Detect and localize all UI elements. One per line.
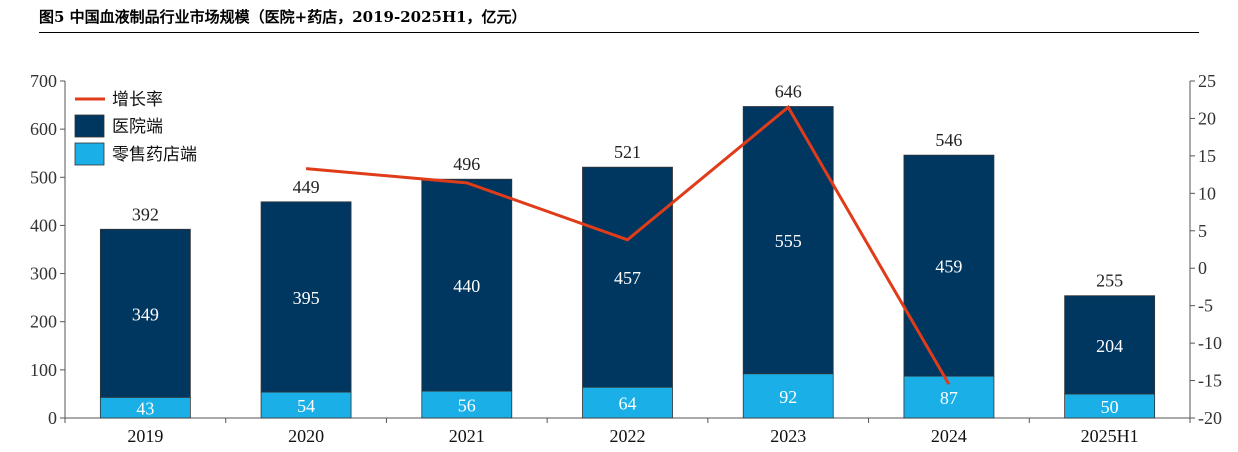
legend-label-retail: 零售药店端 — [112, 145, 197, 165]
bar-retail — [742, 373, 834, 419]
bar-hospital — [421, 178, 513, 392]
retail-value-label: 64 — [619, 394, 637, 414]
y-tick-label: 300 — [30, 264, 57, 284]
retail-value-label: 50 — [1101, 397, 1119, 417]
bar-hospital — [903, 154, 995, 377]
bar-hospital — [582, 166, 673, 388]
y-tick-label: 400 — [30, 215, 57, 235]
y2-tick-label: 20 — [1198, 108, 1216, 128]
bar-retail — [582, 386, 673, 419]
y2-tick-label: -10 — [1198, 333, 1222, 353]
bar-retail — [421, 390, 513, 419]
bar-hospital — [1064, 295, 1156, 395]
total-value-label: 449 — [293, 177, 320, 197]
bar-retail — [260, 391, 352, 419]
total-value-label: 646 — [775, 82, 802, 102]
x-tick-label: 2021 — [449, 426, 485, 446]
legend-swatch-hospital — [74, 114, 105, 138]
retail-value-label: 56 — [458, 396, 476, 416]
data-labels: 43 349 392 54 395 449 56 440 496 64 457 521 92 555 646… — [132, 82, 1123, 419]
hospital-value-label: 440 — [453, 276, 480, 296]
hospital-value-label: 457 — [614, 268, 641, 288]
y-tick-label: 700 — [30, 71, 57, 91]
y2-tick-label: 15 — [1198, 146, 1216, 166]
x-tick-label: 2020 — [288, 426, 324, 446]
y2-tick-label: -15 — [1198, 371, 1222, 391]
y-tick-label: 100 — [30, 360, 57, 380]
bar-hospital — [742, 106, 834, 375]
hospital-value-label: 204 — [1096, 336, 1123, 356]
y-tick-label: 600 — [30, 119, 57, 139]
retail-value-label: 87 — [940, 388, 958, 408]
hospital-value-label: 349 — [132, 304, 159, 324]
total-value-label: 392 — [132, 204, 159, 224]
growth-rate-line — [305, 104, 951, 386]
growth-line — [305, 104, 951, 386]
retail-value-label: 92 — [779, 387, 797, 407]
hospital-value-label: 459 — [935, 257, 962, 277]
y2-tick-label: 10 — [1198, 183, 1216, 203]
y2-tick-label: 25 — [1198, 71, 1216, 91]
x-tick-label: 2024 — [931, 426, 967, 446]
retail-value-label: 43 — [136, 399, 154, 419]
chart-title: 图5 中国血液制品行业市场规模（医院+药店，2019-2025H1，亿元） — [39, 8, 527, 26]
y-tick-label: 500 — [30, 167, 57, 187]
y-tick-label: 0 — [48, 408, 57, 428]
title-rule — [39, 32, 1199, 33]
x-tick-label: 2019 — [127, 426, 163, 446]
hospital-value-label: 555 — [775, 231, 802, 251]
total-value-label: 255 — [1096, 271, 1123, 291]
x-tick-label: 2022 — [610, 426, 646, 446]
legend-label-hospital: 医院端 — [112, 117, 163, 137]
total-value-label: 496 — [453, 154, 480, 174]
bar-hospital — [99, 228, 191, 398]
x-tick-label: 2023 — [770, 426, 806, 446]
x-tick-label: 2025H1 — [1081, 426, 1139, 446]
y2-tick-label: -5 — [1198, 296, 1213, 316]
y2-tick-label: -20 — [1198, 408, 1222, 428]
bar-hospital — [260, 201, 352, 393]
axes: 0 100 200 300 400 500 600 700 -20 -15 -10 -5 0 5 10 15 2… — [30, 71, 1222, 446]
legend-label-growth: 增长率 — [112, 90, 163, 110]
y-tick-label: 200 — [30, 312, 57, 332]
hospital-value-label: 395 — [293, 288, 320, 308]
total-value-label: 521 — [614, 142, 641, 162]
y2-tick-label: 5 — [1198, 221, 1207, 241]
retail-value-label: 54 — [297, 396, 315, 416]
legend-swatch-retail — [74, 142, 105, 166]
bars — [99, 106, 1156, 419]
total-value-label: 546 — [935, 130, 962, 150]
y2-tick-label: 0 — [1198, 258, 1207, 278]
